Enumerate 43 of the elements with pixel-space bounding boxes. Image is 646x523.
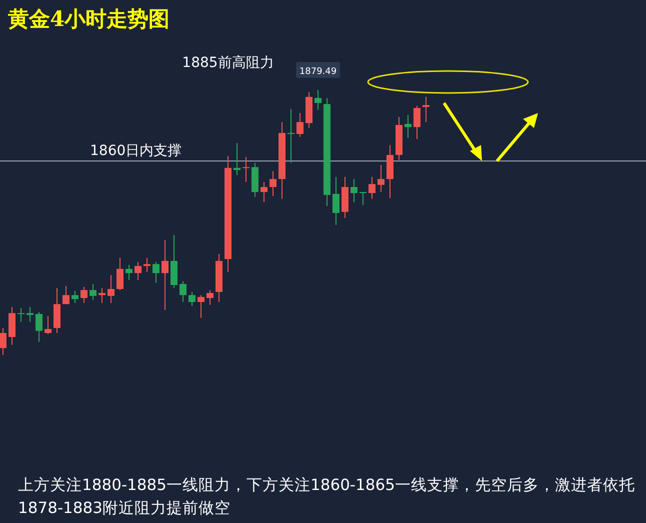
text: 1879.49 — [299, 67, 337, 77]
candlestick — [234, 142, 240, 176]
candlestick — [332, 176, 340, 226]
candlestick — [44, 316, 52, 335]
candlestick — [126, 264, 132, 281]
candlestick — [162, 239, 168, 310]
candlestick — [260, 181, 268, 203]
candlestick — [360, 192, 366, 206]
candlestick — [90, 283, 96, 300]
candlestick — [8, 306, 16, 346]
candlestick — [80, 286, 88, 304]
candlestick — [206, 290, 214, 306]
candlestick — [368, 176, 376, 200]
candlestick — [296, 112, 304, 138]
candlestick — [62, 286, 70, 305]
candlestick — [108, 274, 114, 304]
candlestick — [18, 308, 24, 322]
text: 上方关注1880-1885一线阻力，下方关注1860-1865一线支撑，先空后多，激进者依托1878-1883附近阻力提前做空 — [18, 475, 636, 519]
candlestick — [422, 96, 430, 123]
candlestick — [378, 164, 384, 193]
candlestick — [288, 108, 294, 164]
candlestick — [0, 327, 6, 356]
candlestick — [116, 258, 124, 291]
candlestick — [54, 287, 60, 334]
candlestick — [72, 290, 78, 304]
candlestick — [350, 178, 358, 203]
candlestick — [188, 291, 196, 306]
candlestick — [414, 105, 420, 140]
candlestick — [404, 114, 412, 138]
candlestick — [26, 306, 34, 322]
candlestick — [98, 287, 106, 304]
text: 1885前高阻力 — [182, 55, 274, 71]
candlestick — [270, 170, 276, 196]
chart-title: 黄金4小时走势图 — [7, 6, 170, 31]
candlestick — [36, 312, 42, 343]
candlestick — [242, 156, 250, 182]
candlestick — [144, 258, 150, 273]
candlestick — [314, 90, 322, 110]
ref-line-label: 1860日内支撑 — [90, 143, 182, 160]
candlestick — [198, 294, 204, 318]
candlestick — [134, 261, 142, 281]
candlestick — [152, 261, 160, 284]
candlestick — [180, 280, 186, 302]
